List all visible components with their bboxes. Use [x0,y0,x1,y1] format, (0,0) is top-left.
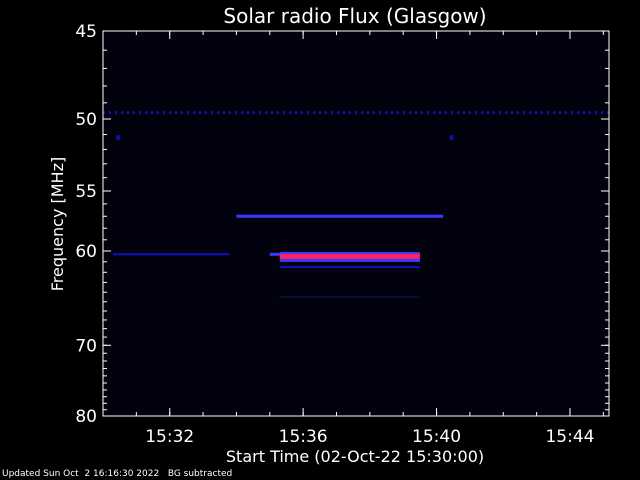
plot-border [102,30,610,417]
y-tick-label: 45 [75,22,97,42]
plot-background [103,31,609,416]
feature-emission-line-1 [113,253,230,256]
background-note: BG subtracted [167,469,233,479]
y-axis-ticks: 45 50 55 60 70 80 [75,22,609,427]
emission-features [103,111,609,299]
y-tick-label: 55 [75,182,97,202]
x-tick-label: 15:40 [412,427,461,447]
updated-timestamp: Updated Sun Oct 2 16:16:30 2022 [2,469,160,479]
y-tick-label: 60 [75,242,97,262]
feature-spike-7 [116,135,120,141]
x-tick-label: 15:32 [145,427,194,447]
y-tick-label: 80 [75,407,97,427]
x-tick-label: 15:36 [279,427,328,447]
plot-frame [102,30,610,417]
x-axis-title: Start Time (02-Oct-22 15:30:00) [226,447,484,466]
feature-halo-bottom-3 [279,258,420,262]
plot-area [103,31,609,416]
status-separator [159,469,168,479]
chart-title: Solar radio Flux (Glasgow) [223,4,486,28]
feature-spike-8 [449,135,454,141]
feature-halo-top-3 [279,251,420,254]
status-bar: Updated Sun Oct 2 16:16:30 2022 BG subtr… [2,469,232,479]
y-tick-label: 50 [75,110,97,130]
x-tick-label: 15:44 [545,427,594,447]
y-axis-title: Frequency [MHz] [48,157,67,291]
feature-emission-band-4 [236,214,444,218]
y-tick-label: 70 [75,336,97,356]
feature-intense-emission-band-3 [279,253,420,259]
feature-faint-band-6 [279,296,420,299]
x-axis-ticks: 15:32 15:36 15:40 15:44 [102,31,604,447]
feature-faint-band-5 [279,266,420,269]
